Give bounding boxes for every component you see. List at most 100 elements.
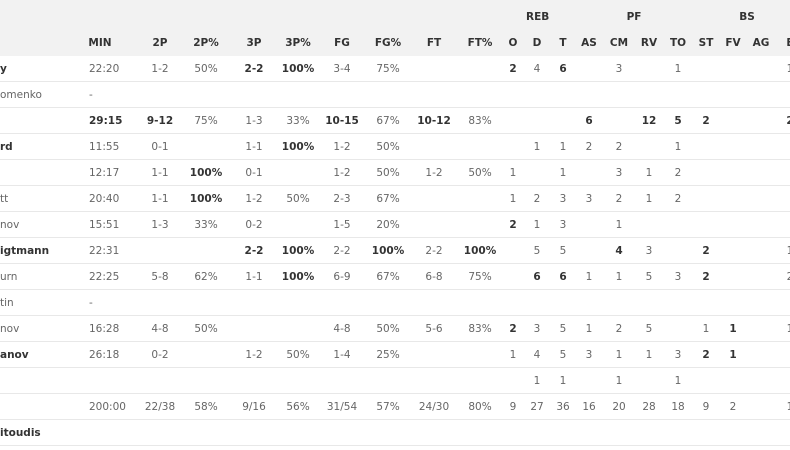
stat-cell: 1 <box>533 375 541 387</box>
stat-cell: 1-1 <box>151 193 169 205</box>
column-header: AG <box>752 37 770 49</box>
stat-cell: 3 <box>585 193 593 205</box>
stat-cell: 100% <box>189 193 223 205</box>
stat-cell: 57% <box>376 401 400 413</box>
stat-cell: 3 <box>645 245 653 257</box>
stat-cell: 1 <box>585 323 593 335</box>
stat-cell: 1 <box>559 141 567 153</box>
stat-cell: 50% <box>286 349 310 361</box>
player-name: rd <box>0 141 13 153</box>
stat-cell: 6-8 <box>425 271 443 283</box>
stat-cell: 1 <box>787 244 790 258</box>
stat-cell: 2-2 <box>333 245 351 257</box>
column-header: CM <box>609 37 629 49</box>
stat-cell: 2 <box>615 323 623 335</box>
stat-cell: 9-12 <box>146 115 174 127</box>
stat-cell: 2-2 <box>244 245 264 257</box>
stat-cell: 1-2 <box>425 167 443 179</box>
stat-cell: 1 <box>787 62 790 76</box>
player-row: tin - <box>0 290 790 316</box>
stat-cell: 50% <box>376 323 400 335</box>
stat-cell: 24/30 <box>418 401 450 413</box>
stat-cell: 100% <box>463 245 497 257</box>
stat-cell: 83% <box>468 115 492 127</box>
stat-cell: 83% <box>468 323 492 335</box>
stat-cell: 29:15 <box>89 115 123 127</box>
stat-cell: 100% <box>281 245 315 257</box>
stat-cell: 3 <box>559 219 567 231</box>
stat-cell: 2-3 <box>333 193 351 205</box>
stat-cell: 4 <box>615 245 623 257</box>
stat-cell: 67% <box>376 115 400 127</box>
stat-cell: 1-2 <box>151 63 169 75</box>
stat-cell: 3 <box>674 271 682 283</box>
stat-cell: 18 <box>671 401 685 413</box>
stat-cell: 1 <box>615 271 623 283</box>
stat-cell: 2 <box>729 401 737 413</box>
stat-cell: 15:51 <box>89 219 120 231</box>
stat-cell: 1 <box>585 271 593 283</box>
stat-cell: 1-1 <box>245 141 263 153</box>
stat-cell: 1 <box>674 141 682 153</box>
stat-cell: 4-8 <box>151 323 169 335</box>
column-header: 3P% <box>285 37 311 49</box>
player-row: y 22:20 1-2 50% 2-2 100% 3-4 75% 2 4 6 3 1 1 <box>0 56 790 82</box>
stat-cell: 3 <box>615 167 623 179</box>
stat-cell: 12 <box>641 115 657 127</box>
column-header: 2P <box>152 37 168 49</box>
stat-cell: 6 <box>559 271 567 283</box>
group-header: BS <box>739 11 755 23</box>
stat-cell: 50% <box>468 167 492 179</box>
stat-cell: 1 <box>509 167 517 179</box>
stat-cell: 1-5 <box>333 219 351 231</box>
stat-cell: 50% <box>376 141 400 153</box>
player-name: itoudis <box>0 427 41 439</box>
stat-cell: 1 <box>729 323 737 335</box>
column-header: FG% <box>374 37 402 49</box>
stat-cell: 9 <box>509 401 517 413</box>
player-row: igtmann 22:31 2-2 100% 2-2 100% 2-2 100% 5 5 4 3 2 1 <box>0 238 790 264</box>
stat-cell: 200:00 <box>89 401 126 413</box>
stat-cell: 1-3 <box>245 115 263 127</box>
column-header: 2P% <box>193 37 219 49</box>
player-name: igtmann <box>0 245 50 257</box>
stat-cell: 5 <box>559 245 567 257</box>
stat-cell: 2 <box>702 349 710 361</box>
stat-cell: 26:18 <box>89 349 120 361</box>
player-row: 29:15 9-12 75% 1-3 33% 10-15 67% 10-12 83% 6 12 5 2 2 <box>0 108 790 134</box>
stat-cell: 50% <box>194 63 218 75</box>
stat-cell: - <box>89 297 93 309</box>
player-name: tt <box>0 193 9 205</box>
column-header: FG <box>334 37 350 49</box>
column-header: TO <box>669 37 687 49</box>
stat-cell: 1 <box>615 349 623 361</box>
stat-cell: 80% <box>468 401 492 413</box>
stat-cell: 1 <box>615 375 623 387</box>
stat-cell: 1 <box>702 323 710 335</box>
stat-cell: 1-2 <box>333 141 351 153</box>
stat-cell: 1 <box>787 400 790 414</box>
column-header: AS <box>581 37 597 49</box>
stat-cell: 6 <box>533 271 541 283</box>
stat-cell: 1 <box>729 349 737 361</box>
stat-cell: 2 <box>702 271 710 283</box>
column-header: FT <box>426 37 442 49</box>
header-band <box>0 0 790 56</box>
player-name: omenko <box>0 89 42 101</box>
stat-cell: 1 <box>674 375 682 387</box>
player-row: itoudis <box>0 420 790 446</box>
stat-cell: 1 <box>509 193 517 205</box>
stat-cell: 56% <box>286 401 310 413</box>
stat-cell: 0-1 <box>151 141 169 153</box>
stat-cell: 3 <box>533 323 541 335</box>
stat-cell: 67% <box>376 193 400 205</box>
stat-cell: 75% <box>468 271 492 283</box>
player-row: 12:17 1-1 100% 0-1 1-2 50% 1-2 50% 1 1 3 1 2 <box>0 160 790 186</box>
player-name: y <box>0 63 7 75</box>
stat-cell: 1 <box>559 375 567 387</box>
stat-cell: 2 <box>674 193 682 205</box>
stat-cell: 3 <box>615 63 623 75</box>
stat-cell: 9 <box>702 401 710 413</box>
stat-cell: 100% <box>371 245 405 257</box>
stat-cell: 2 <box>533 193 541 205</box>
